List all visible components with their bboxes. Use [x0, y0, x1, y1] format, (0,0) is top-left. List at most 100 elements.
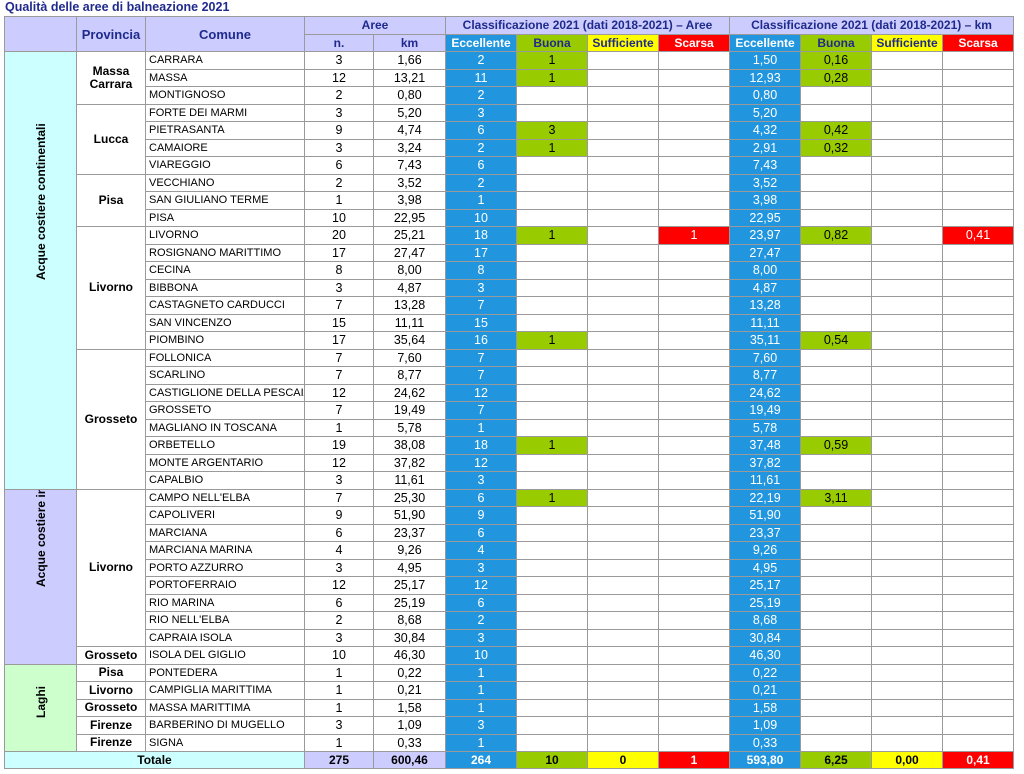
- class-cell-scarsa: [657, 663, 731, 682]
- class-cell-eccellente: 5,20: [729, 103, 802, 122]
- class-cell-sufficiente: [587, 121, 659, 140]
- class-cell-scarsa: [942, 453, 1015, 472]
- table-row: CASTAGNETO CARDUCCI 7 13,28 7 13,28: [5, 296, 1015, 315]
- class-cell-sufficiente: [871, 576, 944, 595]
- class-cell-buona: [516, 401, 588, 420]
- comune-cell: CASTIGLIONE DELLA PESCAIA: [145, 383, 305, 402]
- class-cell-buona: [516, 681, 588, 700]
- class-cell-scarsa: [942, 558, 1015, 577]
- class-cell-eccellente: 5,78: [729, 418, 802, 437]
- class-cell-scarsa: [942, 716, 1015, 735]
- class-cell-sufficiente: [871, 506, 944, 525]
- class-cell-scarsa: [942, 208, 1015, 227]
- table-row: RIO NELL'ELBA 2 8,68 2 8,68: [5, 611, 1015, 630]
- class-cell-eccellente: 0,80: [729, 86, 802, 105]
- class-cell-eccellente: 11: [445, 68, 517, 87]
- aree-km-cell: 5,20: [373, 103, 446, 122]
- page-title: Qualità delle aree di balneazione 2021: [5, 0, 230, 14]
- class-cell-sufficiente: [587, 86, 659, 105]
- class-cell-buona: 1: [516, 488, 588, 507]
- class-cell-scarsa: [657, 436, 731, 455]
- class-cell-scarsa: [942, 418, 1015, 437]
- class-cell-eccellente: 1,50: [729, 51, 802, 70]
- comune-cell: BARBERINO DI MUGELLO: [145, 716, 305, 735]
- class-cell-scarsa: [942, 138, 1015, 157]
- class-cell-buona: [800, 86, 873, 105]
- class-cell-buona: [516, 558, 588, 577]
- class-cell-scarsa: [942, 698, 1015, 717]
- class-cell-buona: 1: [516, 51, 588, 70]
- class-cell-buona: [800, 576, 873, 595]
- class-cell-sufficiente: [871, 593, 944, 612]
- class-cell-buona: [800, 663, 873, 682]
- table-row: CAPALBIO 3 11,61 3 11,61: [5, 471, 1015, 490]
- class-cell-sufficiente: [587, 576, 659, 595]
- aree-n-cell: 7: [304, 296, 374, 315]
- aree-km-cell: 51,90: [373, 506, 446, 525]
- class-cell-eccellente: 13,28: [729, 296, 802, 315]
- aree-n-cell: 9: [304, 506, 374, 525]
- aree-km-cell: 1,66: [373, 51, 446, 70]
- class-cell-eccellente: 4,32: [729, 121, 802, 140]
- class-cell-sufficiente: [587, 436, 659, 455]
- comune-cell: SAN GIULIANO TERME: [145, 191, 305, 210]
- class-cell-eccellente: 9: [445, 506, 517, 525]
- class-cell-buona: [800, 348, 873, 367]
- comune-cell: CASTAGNETO CARDUCCI: [145, 296, 305, 315]
- class-cell-sufficiente: [871, 716, 944, 735]
- table-row: Acque costiere continentali Massa Carrara…: [4, 51, 1015, 490]
- class-cell-buona: 3: [516, 121, 588, 140]
- aree-km-cell: 35,64: [373, 331, 446, 350]
- class-cell-scarsa: [942, 243, 1015, 262]
- aree-n-cell: 12: [304, 576, 374, 595]
- class-cell-sufficiente: [871, 611, 944, 630]
- class-cell-sufficiente: [587, 278, 659, 297]
- class-cell-scarsa: [942, 51, 1015, 70]
- class-cell-scarsa: [657, 401, 731, 420]
- class-cell-buona: [800, 611, 873, 630]
- aree-n-cell: 7: [304, 348, 374, 367]
- class-cell-scarsa: [942, 313, 1015, 332]
- comune-cell: PISA: [145, 208, 305, 227]
- header-class-km: Classificazione 2021 (dati 2018-2021) – …: [729, 16, 1015, 35]
- class-cell-buona: [800, 191, 873, 210]
- class-cell-sufficiente: [587, 558, 659, 577]
- aree-n-cell: 10: [304, 646, 374, 665]
- class-cell-eccellente: 2: [445, 138, 517, 157]
- class-cell-sufficiente: [587, 401, 659, 420]
- aree-km-cell: 25,21: [373, 226, 446, 245]
- aree-km-cell: 3,52: [373, 173, 446, 192]
- comune-cell: CAPOLIVERI: [145, 506, 305, 525]
- class-cell-buona: 0,82: [800, 226, 873, 245]
- aree-n-cell: 1: [304, 663, 374, 682]
- class-cell-buona: [516, 593, 588, 612]
- class-cell-eccellente: 1: [445, 663, 517, 682]
- class-cell-eccellente: 25,17: [729, 576, 802, 595]
- totale-value: 600,46: [373, 751, 446, 769]
- class-cell-eccellente: 3: [445, 716, 517, 735]
- class-cell-buona: [516, 103, 588, 122]
- class-cell-buona: [800, 733, 873, 752]
- table-row: Pisa VECCHIANO 2 3,52 2 3,52: [5, 173, 1015, 227]
- table-row: MARCIANA 6 23,37 6 23,37: [5, 523, 1015, 542]
- class-cell-buona: 0,32: [800, 138, 873, 157]
- class-cell-scarsa: [657, 471, 731, 490]
- class-cell-eccellente: 1,58: [729, 698, 802, 717]
- class-cell-eccellente: 12,93: [729, 68, 802, 87]
- class-cell-sufficiente: [587, 366, 659, 385]
- aree-n-cell: 3: [304, 51, 374, 70]
- comune-cell: CAMAIORE: [145, 138, 305, 157]
- class-cell-scarsa: 0,41: [942, 226, 1015, 245]
- class-cell-eccellente: 6: [445, 156, 517, 175]
- aree-n-cell: 2: [304, 611, 374, 630]
- table-row: CAPOLIVERI 9 51,90 9 51,90: [5, 506, 1015, 525]
- class-cell-scarsa: [942, 628, 1015, 647]
- class-cell-scarsa: [657, 191, 731, 210]
- class-cell-scarsa: [942, 156, 1015, 175]
- provincia-cell: Lucca: [76, 103, 146, 175]
- class-cell-scarsa: [942, 383, 1015, 402]
- aree-km-cell: 19,49: [373, 401, 446, 420]
- table-row: Grosseto ISOLA DEL GIGLIO 10 46,30 10 46,30: [5, 646, 1015, 665]
- table-row: MARCIANA MARINA 4 9,26 4 9,26: [5, 541, 1015, 560]
- class-cell-scarsa: [942, 173, 1015, 192]
